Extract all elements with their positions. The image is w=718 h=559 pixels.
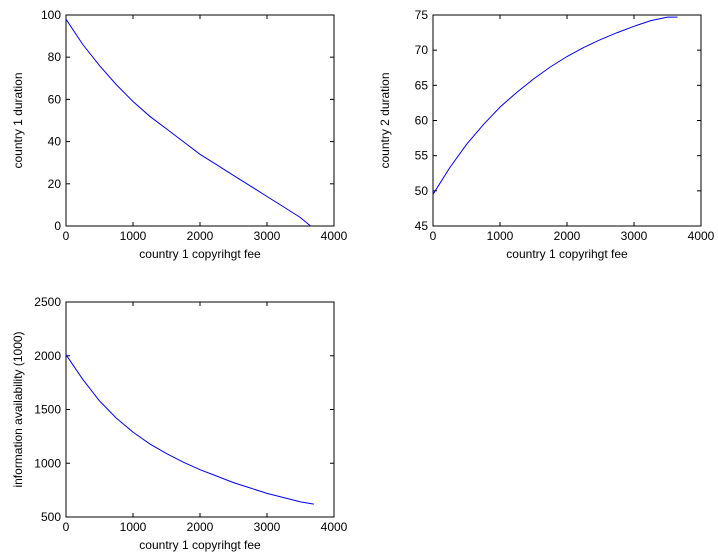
y-tick-label: 100	[41, 8, 61, 22]
x-tick-label: 3000	[254, 520, 281, 534]
y-tick-label: 60	[48, 92, 62, 106]
x-tick-label: 0	[63, 229, 70, 243]
y-axis-label: country 2 duration	[378, 72, 392, 168]
x-tick-label: 4000	[688, 229, 715, 243]
y-tick-label: 55	[415, 149, 429, 163]
plot-frame	[65, 14, 335, 227]
chart-2: 0 1000 2000 3000 4000 45 50 55 60 65 70 75 country 1…	[378, 8, 715, 261]
y-tick-label: 20	[48, 177, 62, 191]
x-tick-label: 0	[63, 520, 70, 534]
x-tick-label: 2000	[554, 229, 581, 243]
x-axis-label: country 1 copyrihgt fee	[139, 247, 261, 261]
x-axis-label: country 1 copyrihgt fee	[506, 247, 628, 261]
x-tick-label: 4000	[321, 229, 348, 243]
y-tick-label: 80	[48, 50, 62, 64]
y-tick-label: 1000	[34, 456, 61, 470]
y-axis-label: country 1 duration	[11, 72, 25, 168]
y-tick-label: 65	[415, 78, 429, 92]
series-line-1	[65, 354, 314, 505]
x-axis-label: country 1 copyrihgt fee	[139, 538, 261, 552]
series-line-1	[432, 16, 678, 195]
x-tick-label: 1000	[120, 229, 147, 243]
x-tick-label: 1000	[120, 520, 147, 534]
y-tick-label: 50	[415, 184, 429, 198]
x-tick-label: 3000	[254, 229, 281, 243]
y-tick-label: 75	[415, 8, 429, 22]
y-axis-label: information availability (1000)	[11, 331, 25, 487]
x-tick-label: 0	[430, 229, 437, 243]
series-line-1	[65, 18, 311, 227]
chart-1: 0 1000 2000 3000 4000 0 20 40 60 80 100 country 1 c…	[11, 8, 348, 261]
x-tick-label: 2000	[187, 229, 214, 243]
y-tick-label: 70	[415, 43, 429, 57]
y-tick-label: 40	[48, 135, 62, 149]
y-tick-label: 2500	[34, 295, 61, 309]
y-tick-label: 0	[54, 219, 61, 233]
y-tick-label: 45	[415, 219, 429, 233]
y-tick-label: 500	[41, 510, 61, 524]
y-tick-label: 60	[415, 114, 429, 128]
y-tick-label: 2000	[34, 349, 61, 363]
x-tick-label: 3000	[621, 229, 648, 243]
chart-3: 0 1000 2000 3000 4000 500 1000 1500 2000 2500 coun…	[11, 295, 348, 552]
y-tick-label: 1500	[34, 403, 61, 417]
x-tick-label: 1000	[487, 229, 514, 243]
x-tick-label: 2000	[187, 520, 214, 534]
x-tick-label: 4000	[321, 520, 348, 534]
plot-frame	[65, 301, 335, 518]
plot-frame	[432, 14, 702, 227]
